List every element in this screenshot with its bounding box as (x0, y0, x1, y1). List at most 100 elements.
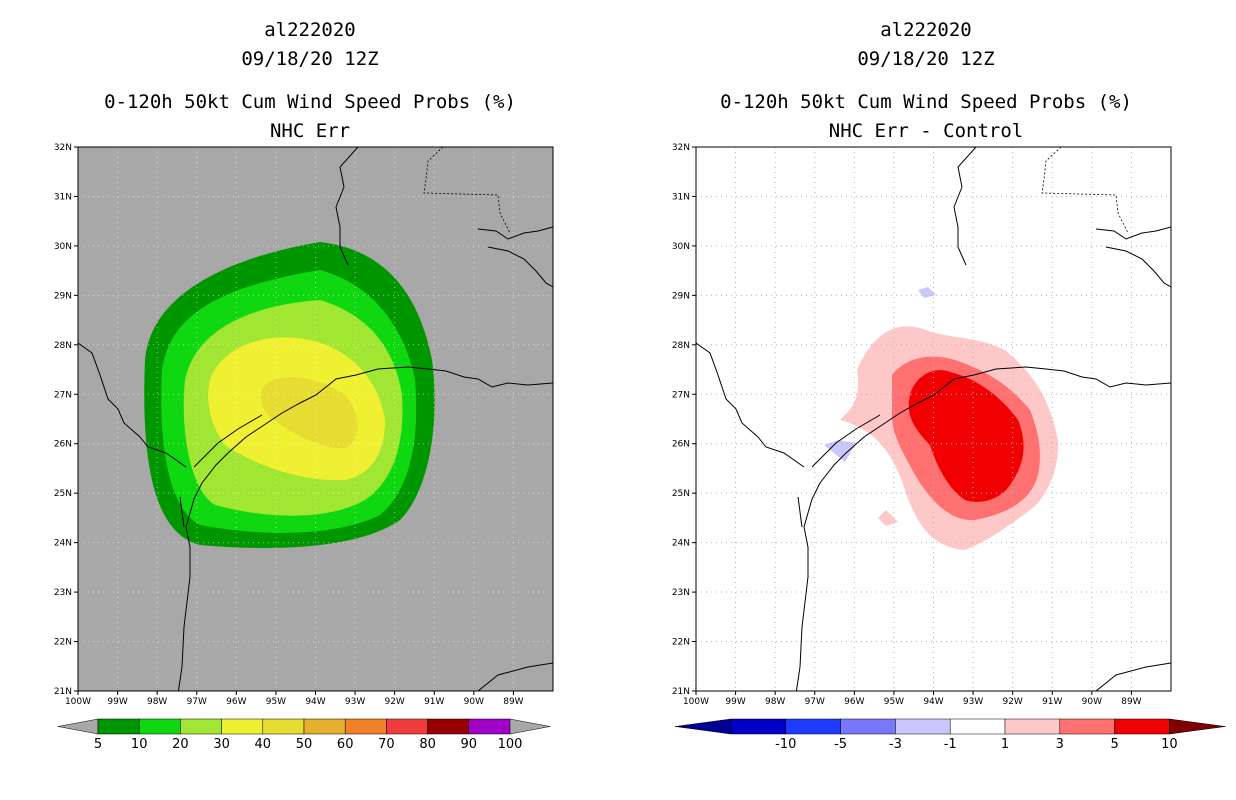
left-colorbar-swatch (386, 718, 428, 735)
right-colorbar-label: 10 (1161, 737, 1178, 752)
right-colorbar-swatch (840, 718, 896, 735)
left-lon-label: 98W (147, 697, 167, 707)
left-colorbar-label: 100 (498, 737, 523, 752)
right-map-panel (695, 146, 1172, 692)
left-lon-label: 93W (345, 697, 365, 707)
left-colorbar-label: 10 (131, 737, 148, 752)
left-storm-id: al222020 (264, 19, 356, 41)
right-colorbar: -10 -5 -3 -1 1 3 5 10 (674, 718, 1226, 752)
left-lon-label: 89W (503, 697, 523, 707)
left-colorbar-label: 70 (378, 737, 395, 752)
left-colorbar-swatch (262, 718, 305, 735)
left-lat-label: 30N (54, 242, 72, 252)
left-colorbar-swatch (138, 718, 181, 735)
left-lat-label: 29N (54, 291, 72, 301)
left-colorbar-label: 60 (337, 737, 354, 752)
right-colorbar-swatch (730, 718, 787, 735)
right-colorbar-low-end (674, 718, 732, 735)
right-colorbar-label: -3 (889, 737, 902, 752)
right-colorbar-label: 5 (1110, 737, 1118, 752)
left-lon-label: 97W (187, 697, 207, 707)
right-lon-label: 92W (1002, 697, 1022, 707)
right-colorbar-label: 3 (1056, 737, 1064, 752)
left-colorbar-swatch (221, 718, 264, 735)
left-datetime: 09/18/20 12Z (241, 48, 379, 70)
left-colorbar-swatch (427, 718, 470, 735)
left-map-panel (77, 146, 554, 692)
left-colorbar: 5 10 20 30 40 50 60 70 80 90 100 (57, 718, 551, 752)
left-lat-label: 32N (54, 143, 72, 153)
right-lon-label: 98W (765, 697, 785, 707)
right-subtitle: NHC Err - Control (828, 120, 1024, 142)
left-lat-label: 21N (54, 687, 72, 697)
right-storm-id: al222020 (880, 19, 972, 41)
left-product-title: 0-120h 50kt Cum Wind Speed Probs (%) (104, 91, 516, 113)
left-lat-label: 22N (54, 638, 72, 648)
left-lon-label: 91W (424, 697, 444, 707)
right-lon-label: 99W (725, 697, 745, 707)
left-lon-label: 99W (107, 697, 127, 707)
left-colorbar-label: 5 (94, 737, 102, 752)
left-colorbar-label: 50 (296, 737, 313, 752)
right-lat-label: 27N (672, 390, 690, 400)
left-colorbar-high-end (509, 718, 551, 735)
right-lon-label: 91W (1042, 697, 1062, 707)
left-colorbar-label: 80 (419, 737, 436, 752)
right-colorbar-swatch (1004, 718, 1061, 735)
right-lon-label: 94W (923, 697, 943, 707)
right-datetime: 09/18/20 12Z (857, 48, 995, 70)
left-colorbar-swatch (468, 718, 511, 735)
right-lon-label: 90W (1082, 697, 1102, 707)
left-lat-label: 31N (54, 192, 72, 202)
right-axis-labels: 32N 31N 30N 29N 28N 27N 26N 25N 24N 23N 22N 21N100W… (672, 143, 1142, 707)
right-colorbar-label: 1 (1001, 737, 1009, 752)
right-lat-label: 29N (672, 291, 690, 301)
left-colorbar-label: 20 (172, 737, 189, 752)
right-title: al222020 09/18/20 12Z 0-120h 50kt Cum Wi… (676, 16, 1176, 146)
left-colorbar-label: 30 (213, 737, 230, 752)
left-lat-label: 26N (54, 440, 72, 450)
left-lat-label: 25N (54, 489, 72, 499)
right-lat-label: 26N (672, 440, 690, 450)
right-lon-label: 100W (683, 697, 709, 707)
left-lon-label: 94W (305, 697, 325, 707)
right-lat-label: 30N (672, 242, 690, 252)
left-colorbar-swatch (303, 718, 346, 735)
left-colorbar-label: 90 (461, 737, 478, 752)
right-lon-label: 95W (884, 697, 904, 707)
left-lon-label: 92W (384, 697, 404, 707)
right-colorbar-label: -10 (775, 737, 796, 752)
right-lat-label: 23N (672, 588, 690, 598)
right-colorbar-swatch (785, 718, 841, 735)
right-lat-label: 24N (672, 539, 690, 549)
left-colorbar-swatch (97, 718, 140, 735)
right-colorbar-swatch (895, 718, 951, 735)
left-lat-label: 24N (54, 539, 72, 549)
right-lon-label: 89W (1121, 697, 1141, 707)
left-probability-contours (144, 242, 435, 549)
right-lat-label: 31N (672, 192, 690, 202)
left-colorbar-low-end (57, 718, 99, 735)
left-lat-label: 28N (54, 341, 72, 351)
left-colorbar-swatch (344, 718, 387, 735)
right-lon-label: 97W (805, 697, 825, 707)
right-lat-label: 32N (672, 143, 690, 153)
right-colorbar-swatch (1114, 718, 1170, 735)
right-colorbar-swatch (1059, 718, 1115, 735)
right-lat-label: 22N (672, 638, 690, 648)
left-lat-label: 23N (54, 588, 72, 598)
right-lon-label: 96W (844, 697, 864, 707)
left-lon-label: 95W (266, 697, 286, 707)
right-colorbar-swatch (949, 718, 1006, 735)
right-lat-label: 21N (672, 687, 690, 697)
right-lat-label: 28N (672, 341, 690, 351)
left-colorbar-label: 40 (255, 737, 272, 752)
right-colorbar-label: -5 (834, 737, 847, 752)
right-colorbar-high-end (1169, 718, 1226, 735)
left-title: al222020 09/18/20 12Z 0-120h 50kt Cum Wi… (60, 16, 560, 146)
right-colorbar-label: -1 (944, 737, 957, 752)
left-lon-label: 96W (226, 697, 246, 707)
left-lon-label: 90W (464, 697, 484, 707)
right-lat-label: 25N (672, 489, 690, 499)
